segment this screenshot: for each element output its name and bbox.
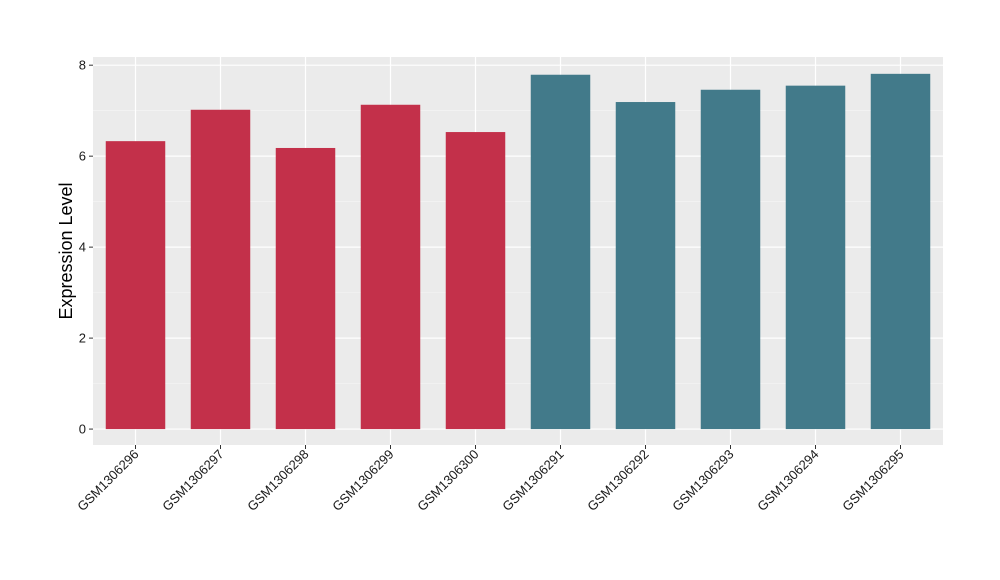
x-axis: GSM1306296 GSM1306297 GSM1306298 GSM1306299… [74,445,907,514]
x-tick-label: GSM1306296 [74,447,141,514]
bar-GSM1306291 [530,74,591,430]
y-tick-label: 8 [79,58,86,73]
bar-GSM1306300 [445,132,506,430]
y-axis: 0 2 4 6 8 [79,58,93,437]
bar-GSM1306296 [105,141,166,430]
bar-GSM1306295 [870,73,931,430]
bars [105,73,931,430]
y-axis-title: Expression Level [56,182,76,319]
x-tick-label: GSM1306295 [839,447,906,514]
y-tick-label: 6 [79,149,86,164]
bar-GSM1306299 [360,104,421,430]
bar-GSM1306294 [785,85,846,430]
y-tick-label: 4 [79,240,86,255]
x-tick-label: GSM1306292 [584,447,651,514]
x-tick-label: GSM1306293 [669,447,736,514]
bar-GSM1306293 [700,89,761,430]
y-tick-label: 0 [79,422,86,437]
x-tick-label: GSM1306297 [159,447,226,514]
bar-GSM1306298 [275,147,336,430]
bar-GSM1306292 [615,102,676,430]
y-tick-label: 2 [79,331,86,346]
x-tick-label: GSM1306294 [754,447,821,514]
x-tick-label: GSM1306300 [414,447,481,514]
bar-GSM1306297 [190,109,251,430]
x-tick-label: GSM1306291 [499,447,566,514]
x-tick-label: GSM1306298 [244,447,311,514]
x-tick-label: GSM1306299 [329,447,396,514]
